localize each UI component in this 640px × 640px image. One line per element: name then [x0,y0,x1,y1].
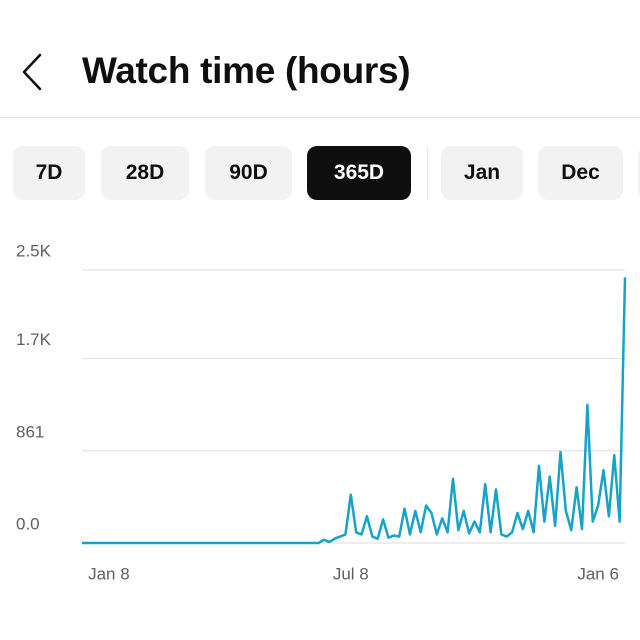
period-tabs: 7D 28D 90D 365D Jan Dec [0,146,640,200]
tab[interactable]: 365D [307,146,411,200]
x-tick-label: Jan 6 [577,564,619,583]
divider [427,146,428,200]
y-tick-label: 1.7K [16,330,52,349]
data-line [82,277,627,545]
chart: 0.0 861 1.7K 2.5K Jan 8 Jul 8 Jan 6 [16,241,627,583]
tab[interactable]: 90D [205,146,292,200]
y-tick-label: 861 [16,422,44,441]
back-button[interactable] [18,52,48,92]
y-tick-label: 2.5K [16,241,52,260]
page-title: Watch time (hours) [82,50,411,91]
header: Watch time (hours) [0,0,640,118]
tab[interactable]: Dec [538,146,623,200]
tab-partial[interactable] [638,146,640,200]
tab[interactable]: 28D [101,146,189,200]
y-tick-label: 0.0 [16,514,40,533]
tab[interactable]: Jan [441,146,523,200]
x-tick-label: Jan 8 [88,564,130,583]
x-tick-label: Jul 8 [333,564,369,583]
tab[interactable]: 7D [13,146,85,200]
